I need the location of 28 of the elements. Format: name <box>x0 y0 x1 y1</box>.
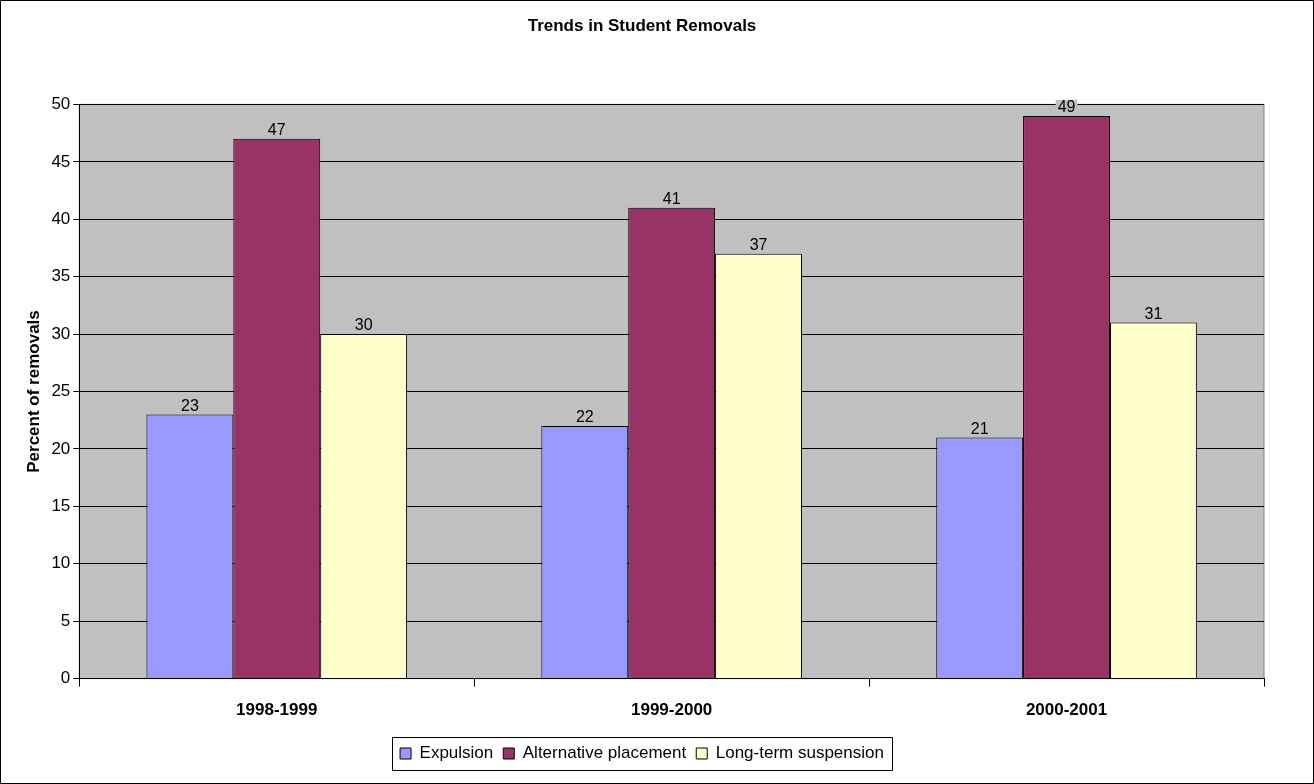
x-tick-label: 1999-2000 <box>631 700 713 720</box>
data-label: 21 <box>970 419 989 437</box>
x-tick-label: 1998-1999 <box>236 700 318 720</box>
legend-label: Alternative placement <box>522 743 687 763</box>
data-label: 47 <box>267 121 286 139</box>
y-tick-label: 30 <box>51 323 71 343</box>
chart-title: Trends in Student Removals <box>527 15 757 35</box>
data-label: 23 <box>180 396 199 414</box>
y-tick-label: 25 <box>51 381 71 401</box>
y-tick-label: 50 <box>51 94 71 114</box>
y-tick-label: 0 <box>60 668 71 688</box>
y-axis-title: Percent of removals <box>23 310 43 473</box>
y-tick-label: 20 <box>51 438 71 458</box>
y-tick-label: 40 <box>51 208 71 228</box>
y-tick-label: 45 <box>51 151 71 171</box>
y-tick-label: 5 <box>60 610 71 630</box>
data-label: 31 <box>1144 305 1163 322</box>
data-label: 30 <box>354 316 373 334</box>
x-tick-label: 2000-2001 <box>1025 700 1108 720</box>
data-label: 41 <box>662 190 681 208</box>
y-tick-label: 35 <box>51 266 71 286</box>
data-label: 22 <box>575 408 594 426</box>
data-label: 49 <box>1057 98 1076 116</box>
data-label: 37 <box>749 236 768 254</box>
legend-label: Expulsion <box>419 743 494 763</box>
y-tick-label: 10 <box>51 553 71 573</box>
y-tick-label: 15 <box>51 496 71 516</box>
legend-label: Long-term suspension <box>715 743 884 763</box>
